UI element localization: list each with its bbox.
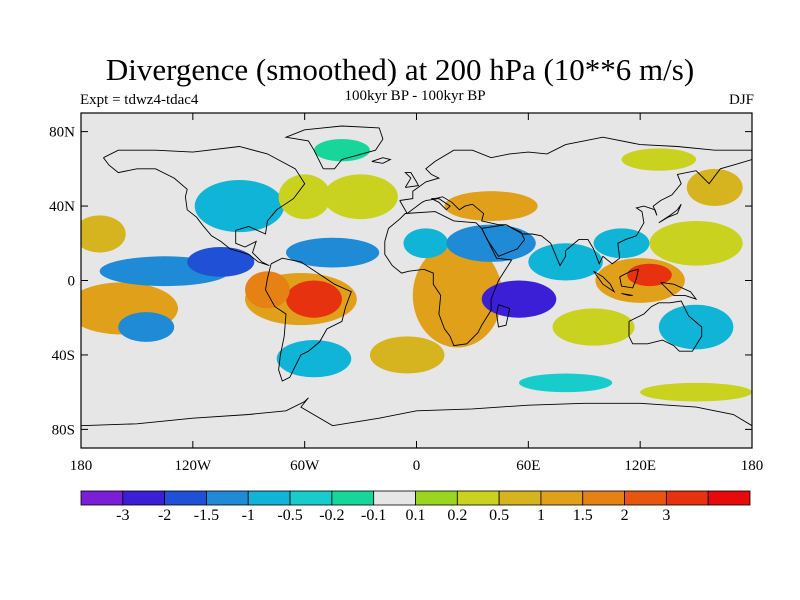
lon-tick-label: 120E <box>624 458 656 474</box>
divergence-field <box>81 139 752 402</box>
divergence-region-30 <box>313 139 370 162</box>
lat-tick-label: 80N <box>49 125 75 141</box>
divergence-region-20 <box>481 280 557 318</box>
coastline-7 <box>593 270 616 294</box>
divergence-region-17 <box>403 228 449 259</box>
divergence-region-28 <box>686 168 743 207</box>
divergence-region-25 <box>593 228 650 259</box>
colorbar-label: -3 <box>116 507 130 524</box>
divergence-region-29 <box>621 148 697 171</box>
colorbar-box-0 <box>80 490 124 506</box>
colorbar-label: 3 <box>662 507 671 524</box>
colorbar-box-4 <box>247 490 291 506</box>
coastline-12 <box>371 157 392 164</box>
coastline-1 <box>265 257 352 382</box>
lat-tick-label: 40N <box>49 199 75 215</box>
colorbar-box-13 <box>624 490 667 506</box>
lon-tick-label: 0 <box>413 458 421 474</box>
divergence-region-18 <box>446 224 536 262</box>
divergence-region-21 <box>528 243 603 281</box>
divergence-region-22 <box>552 308 635 346</box>
colorbar-box-10 <box>498 490 542 506</box>
divergence-region-6 <box>194 180 285 233</box>
coastline-13 <box>658 203 682 224</box>
divergence-region-7 <box>278 174 331 220</box>
colorbar-label: -1.5 <box>193 507 220 524</box>
coastline-8 <box>621 293 633 296</box>
colorbar-label: 0.1 <box>405 507 426 524</box>
colorbar <box>80 490 751 506</box>
period-label: 100kyr BP - 100kyr BP <box>344 88 486 104</box>
colorbar-box-5 <box>289 490 333 506</box>
colorbar-box-9 <box>456 490 500 506</box>
coastlines <box>81 125 752 427</box>
lon-tick-label: 60W <box>290 458 320 474</box>
divergence-region-10 <box>245 271 290 309</box>
lon-tick-label: 60E <box>516 458 540 474</box>
colorbar-box-12 <box>582 490 625 506</box>
lon-tick-label: 120W <box>174 458 212 474</box>
colorbar-label: -0.1 <box>361 507 387 524</box>
colorbar-label: 2 <box>620 507 629 524</box>
colorbar-box-8 <box>415 490 458 506</box>
coastline-5 <box>284 125 384 170</box>
coastline-14 <box>496 304 511 328</box>
colorbar-label: 0.5 <box>489 507 510 524</box>
divergence-region-12 <box>323 174 398 220</box>
colorbar-label: -0.2 <box>319 507 345 524</box>
colorbar-box-6 <box>331 490 375 506</box>
divergence-region-26 <box>649 220 743 266</box>
colorbar-box-1 <box>122 490 166 506</box>
colorbar-label: 1 <box>536 507 545 524</box>
divergence-region-2 <box>118 312 175 342</box>
colorbar-box-11 <box>540 490 584 506</box>
coastline-9 <box>619 268 639 289</box>
divergence-region-11 <box>286 237 380 268</box>
colorbar-box-15 <box>707 490 751 506</box>
coastline-3 <box>399 136 752 267</box>
experiment-label: Expt = tdwz4-tdac4 <box>80 92 199 108</box>
season-label: DJF <box>728 92 754 108</box>
divergence-region-19 <box>444 191 538 221</box>
coastline-2 <box>384 211 513 347</box>
divergence-region-13 <box>276 340 352 378</box>
lon-tick-label: 180 <box>70 458 93 474</box>
divergence-region-9 <box>286 280 342 318</box>
colorbar-box-14 <box>665 490 709 506</box>
coastline-11 <box>404 172 420 188</box>
coastline-0 <box>103 146 306 267</box>
divergence-region-32 <box>519 373 613 393</box>
colorbar-label: 0.2 <box>447 507 468 524</box>
map-axes: 80N 40N 0 40S 80S 180 120W 60W 0 60E 120E 180 <box>49 113 763 474</box>
divergence-region-14 <box>369 336 445 374</box>
divergence-region-4 <box>187 247 255 277</box>
lat-tick-label: 40S <box>52 348 75 364</box>
colorbar-label: -1 <box>241 507 255 524</box>
colorbar-box-2 <box>164 490 207 506</box>
divergence-region-5 <box>81 215 126 253</box>
divergence-region-27 <box>658 304 734 350</box>
lon-tick-label: 180 <box>741 458 764 474</box>
lat-tick-label: 0 <box>68 274 76 290</box>
coastline-4 <box>628 300 703 352</box>
divergence-region-31 <box>640 382 752 402</box>
chart-title: Divergence (smoothed) at 200 hPa (10**6 … <box>105 52 695 87</box>
colorbar-label: -0.5 <box>277 507 303 524</box>
colorbar-box-7 <box>373 490 416 506</box>
divergence-region-16 <box>412 243 503 348</box>
colorbar-box-3 <box>206 490 249 506</box>
coastline-10 <box>660 281 698 300</box>
colorbar-label: -2 <box>157 507 172 524</box>
colorbar-label: 1.5 <box>572 507 593 524</box>
lat-tick-label: 80S <box>52 422 75 438</box>
coastline-6 <box>81 397 752 427</box>
